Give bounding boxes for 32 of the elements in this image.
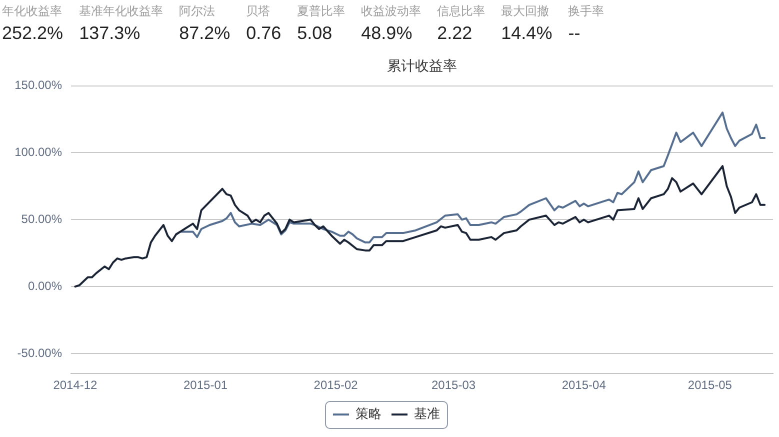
text: 137.3% — [79, 23, 140, 43]
text: 0.76 — [246, 23, 282, 43]
category-label: 贝塔 — [246, 4, 272, 19]
text: -- — [568, 23, 580, 43]
legend-label: 策略 — [356, 406, 382, 422]
y-tick-label: -50.00% — [17, 346, 62, 360]
category-label: 基准年化收益率 — [79, 4, 164, 19]
text: 14.4% — [501, 23, 552, 43]
category-label: 信息比率 — [437, 4, 486, 19]
category-label: 年化收益率 — [2, 4, 63, 19]
x-tick-label: 2015-03 — [432, 378, 476, 392]
category-label: 换手率 — [568, 4, 604, 19]
text: 5.08 — [297, 23, 332, 43]
x-tick-label: 2015-01 — [183, 378, 228, 392]
text: 252.2% — [2, 23, 64, 43]
x-tick-label: 2015-02 — [314, 378, 358, 392]
y-tick-label: 0.00% — [28, 278, 62, 293]
text: 87.2% — [179, 23, 230, 43]
category-label: 最大回撤 — [501, 4, 550, 19]
text: 48.9% — [361, 23, 412, 43]
legend-label: 基准 — [414, 406, 440, 422]
text: 2.22 — [437, 23, 472, 43]
chart-title: 累计收益率 — [387, 57, 457, 74]
y-tick-label: 50.00% — [21, 212, 62, 226]
y-tick-label: 150.00% — [14, 78, 62, 92]
y-tick-label: 100.00% — [14, 145, 62, 160]
category-label: 收益波动率 — [361, 4, 422, 19]
category-label: 夏普比率 — [297, 4, 346, 19]
x-tick-label: 2014-12 — [53, 378, 98, 392]
x-tick-label: 2015-04 — [562, 378, 606, 392]
category-label: 阿尔法 — [179, 4, 216, 19]
x-tick-label: 2015-05 — [688, 378, 732, 392]
